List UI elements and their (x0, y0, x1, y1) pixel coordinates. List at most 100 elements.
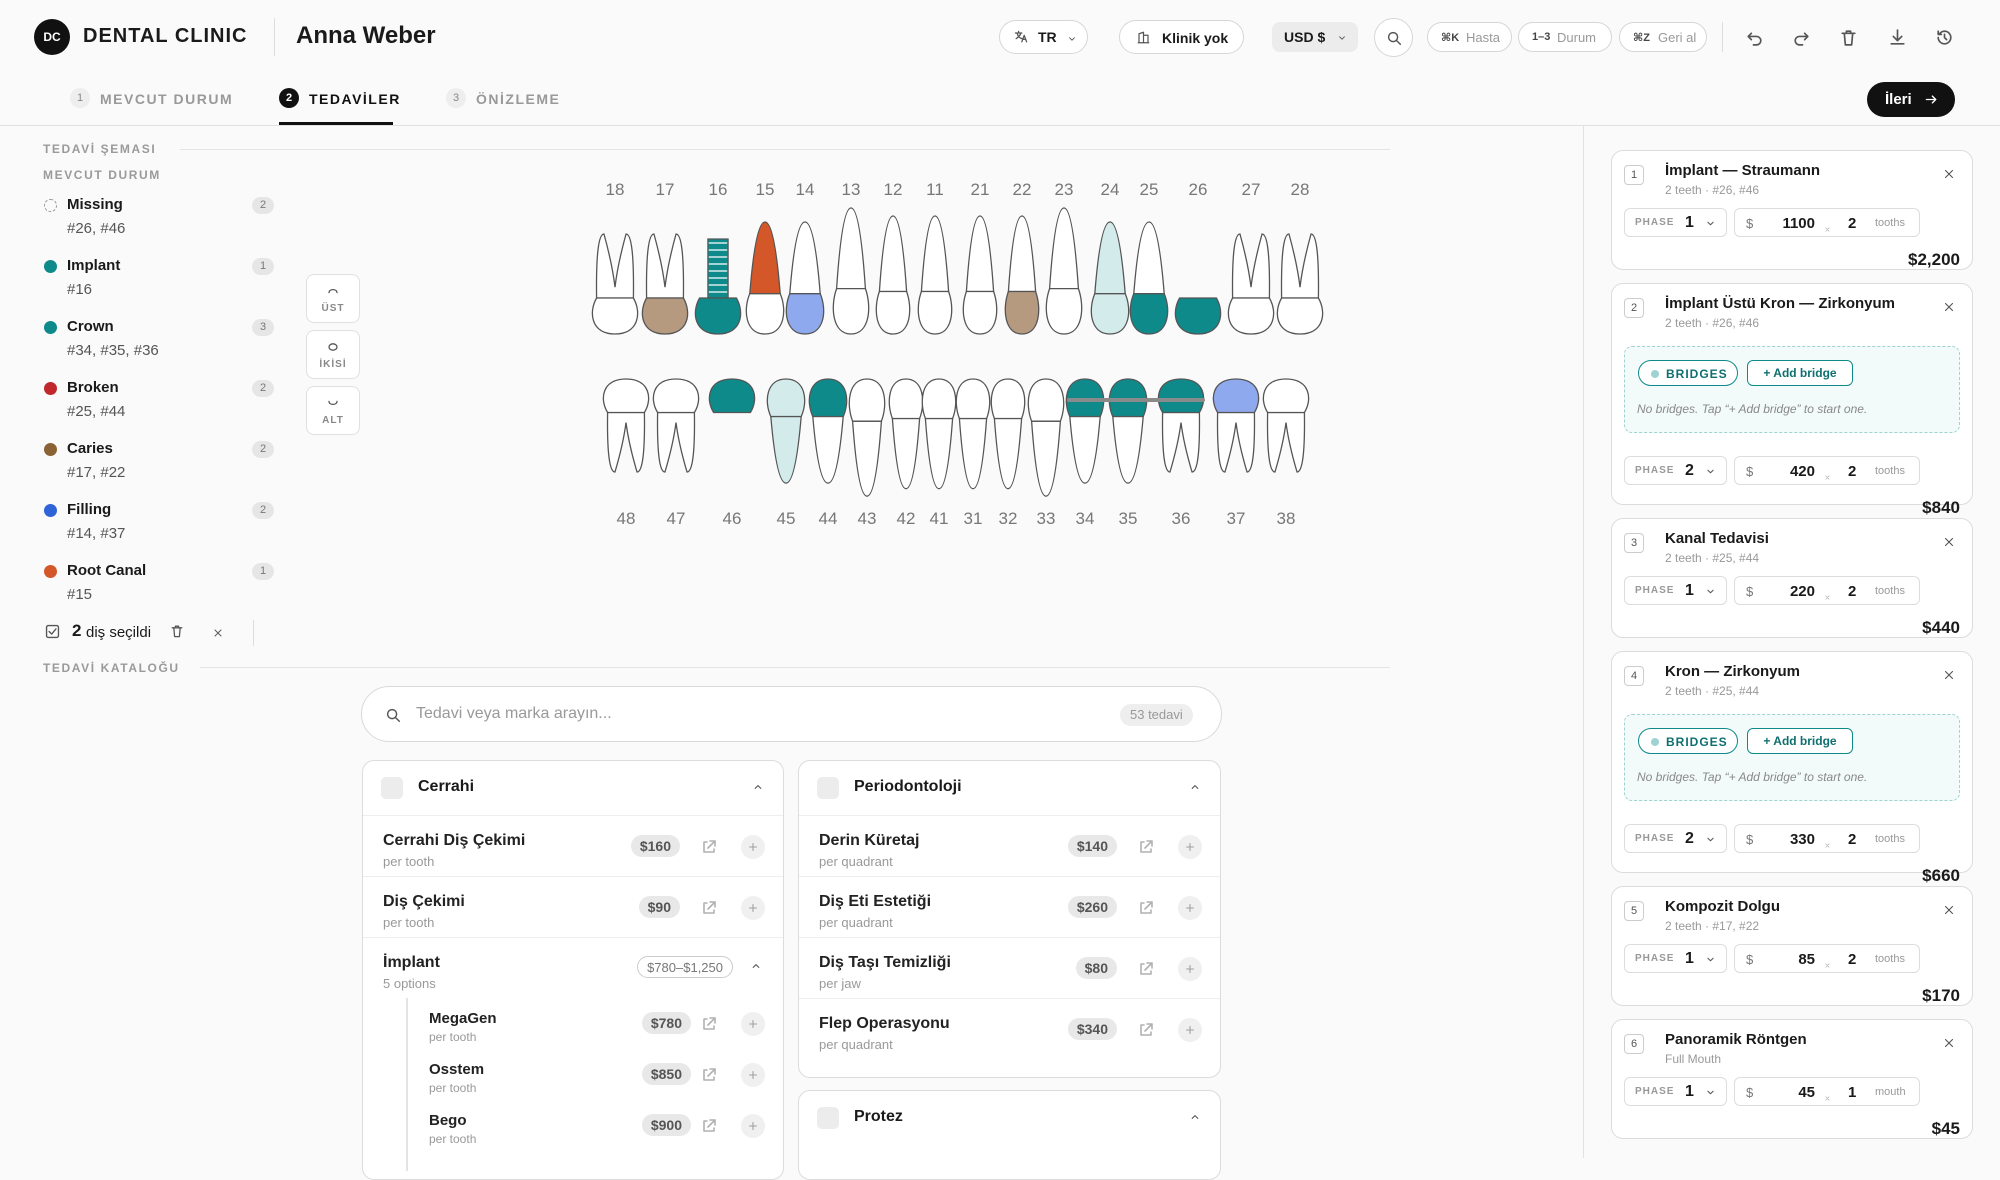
price-input[interactable]: $85 2 tooths (1734, 944, 1920, 973)
remove-button[interactable] (1942, 668, 1956, 682)
edit-button[interactable] (1136, 837, 1156, 857)
tooth[interactable] (1045, 207, 1083, 335)
arch-button[interactable]: İKİSİ (306, 330, 360, 379)
tooth[interactable] (652, 378, 700, 473)
add-button[interactable] (1178, 896, 1202, 920)
edit-button[interactable] (1136, 898, 1156, 918)
collapse-button[interactable] (1188, 780, 1202, 794)
arch-button[interactable]: ALT (306, 386, 360, 435)
remove-button[interactable] (1942, 903, 1956, 917)
treatment-row[interactable]: İmplant 5 options $780–$1,250 (363, 937, 783, 998)
tooth[interactable] (875, 215, 911, 335)
add-button[interactable] (1178, 1018, 1202, 1042)
tooth[interactable] (962, 215, 998, 335)
tooth[interactable] (1065, 378, 1105, 484)
edit-button[interactable] (1136, 959, 1156, 979)
treatment-row[interactable]: Diş Taşı Temizliği per jaw $80 (799, 937, 1220, 998)
treatment-row[interactable]: Diş Çekimi per tooth $90 (363, 876, 783, 937)
edit-button[interactable] (699, 1116, 719, 1136)
arch-button[interactable]: ÜST (306, 274, 360, 323)
tooth[interactable] (955, 378, 991, 490)
add-button[interactable] (741, 896, 765, 920)
tooth[interactable] (888, 378, 924, 490)
search-button[interactable] (1374, 18, 1413, 57)
treatment-row[interactable]: Derin Küretaj per quadrant $140 (799, 815, 1220, 876)
phase-select[interactable]: PHASE 1 (1624, 944, 1727, 973)
edit-button[interactable] (699, 1065, 719, 1085)
tooth[interactable] (832, 207, 870, 335)
price-input[interactable]: $1100 2 tooths (1734, 208, 1920, 237)
bridges-toggle[interactable]: BRIDGES (1638, 728, 1738, 754)
clear-selection[interactable] (169, 623, 185, 639)
tooth[interactable] (694, 238, 742, 335)
tooth[interactable] (708, 378, 756, 414)
add-button[interactable] (741, 1114, 765, 1138)
phase-select[interactable]: PHASE 1 (1624, 576, 1727, 605)
toolbar-button[interactable] (1838, 27, 1859, 48)
phase-select[interactable]: PHASE 1 (1624, 208, 1727, 237)
edit-button[interactable] (699, 837, 719, 857)
clinic-select[interactable]: Klinik yok (1119, 20, 1244, 54)
price-input[interactable]: $220 2 tooths (1734, 576, 1920, 605)
shortcut[interactable]: ⌘Z Geri al (1619, 22, 1707, 52)
phase-select[interactable]: PHASE 2 (1624, 456, 1727, 485)
option-row[interactable]: MegaGen per tooth $780 (409, 998, 765, 1049)
add-bridge[interactable]: + Add bridge (1747, 728, 1853, 754)
tooth[interactable] (1174, 297, 1222, 335)
tooth[interactable] (808, 378, 848, 484)
collapse-button[interactable] (751, 780, 765, 794)
edit-button[interactable] (699, 898, 719, 918)
tooth[interactable] (1212, 378, 1260, 473)
next-button[interactable]: İleri (1867, 82, 1955, 117)
price-input[interactable]: $330 2 tooths (1734, 824, 1920, 853)
tooth[interactable] (1027, 378, 1065, 497)
remove-button[interactable] (1942, 535, 1956, 549)
close-selection[interactable] (212, 626, 224, 638)
tooth[interactable] (745, 221, 785, 335)
toolbar-button[interactable] (1744, 27, 1765, 48)
add-bridge[interactable]: + Add bridge (1747, 360, 1853, 386)
treatment-row[interactable]: Diş Eti Estetiği per quadrant $260 (799, 876, 1220, 937)
language-select[interactable]: TR (999, 20, 1088, 54)
remove-button[interactable] (1942, 167, 1956, 181)
toolbar-button[interactable] (1791, 27, 1812, 48)
shortcut[interactable]: ⌘K Hasta (1427, 22, 1512, 52)
add-button[interactable] (1178, 835, 1202, 859)
add-button[interactable] (741, 1063, 765, 1087)
tooth[interactable] (602, 378, 650, 473)
price-input[interactable]: $420 2 tooths (1734, 456, 1920, 485)
collapse-button[interactable] (1188, 1110, 1202, 1124)
tooth[interactable] (1129, 221, 1169, 335)
toolbar-button[interactable] (1934, 27, 1955, 48)
checkbox[interactable] (817, 1107, 839, 1129)
checkbox[interactable] (817, 777, 839, 799)
tooth[interactable] (785, 221, 825, 335)
add-button[interactable] (1178, 957, 1202, 981)
remove-button[interactable] (1942, 300, 1956, 314)
phase-select[interactable]: PHASE 2 (1624, 824, 1727, 853)
tooth[interactable] (1108, 378, 1148, 484)
toolbar-button[interactable] (1887, 27, 1908, 48)
tooth[interactable] (591, 233, 639, 335)
shortcut[interactable]: 1–3 Durum (1518, 22, 1612, 52)
tooth[interactable] (1262, 378, 1310, 473)
bridges-toggle[interactable]: BRIDGES (1638, 360, 1738, 386)
tooth[interactable] (848, 378, 886, 497)
phase-select[interactable]: PHASE 1 (1624, 1077, 1727, 1106)
edit-button[interactable] (699, 1014, 719, 1034)
treatment-row[interactable]: Flep Operasyonu per quadrant $340 (799, 998, 1220, 1059)
tooth[interactable] (1004, 215, 1040, 335)
collapse-button[interactable] (749, 959, 763, 973)
tooth[interactable] (1157, 378, 1205, 473)
currency-select[interactable]: USD $ (1272, 22, 1358, 52)
option-row[interactable]: Bego per tooth $900 (409, 1100, 765, 1151)
add-button[interactable] (741, 1012, 765, 1036)
tooth[interactable] (990, 378, 1026, 490)
edit-button[interactable] (1136, 1020, 1156, 1040)
option-row[interactable]: Osstem per tooth $850 (409, 1049, 765, 1100)
tooth[interactable] (1090, 221, 1130, 335)
treatment-row[interactable]: Cerrahi Diş Çekimi per tooth $160 (363, 815, 783, 876)
add-button[interactable] (741, 835, 765, 859)
tooth[interactable] (917, 215, 953, 335)
tooth[interactable] (641, 233, 689, 335)
